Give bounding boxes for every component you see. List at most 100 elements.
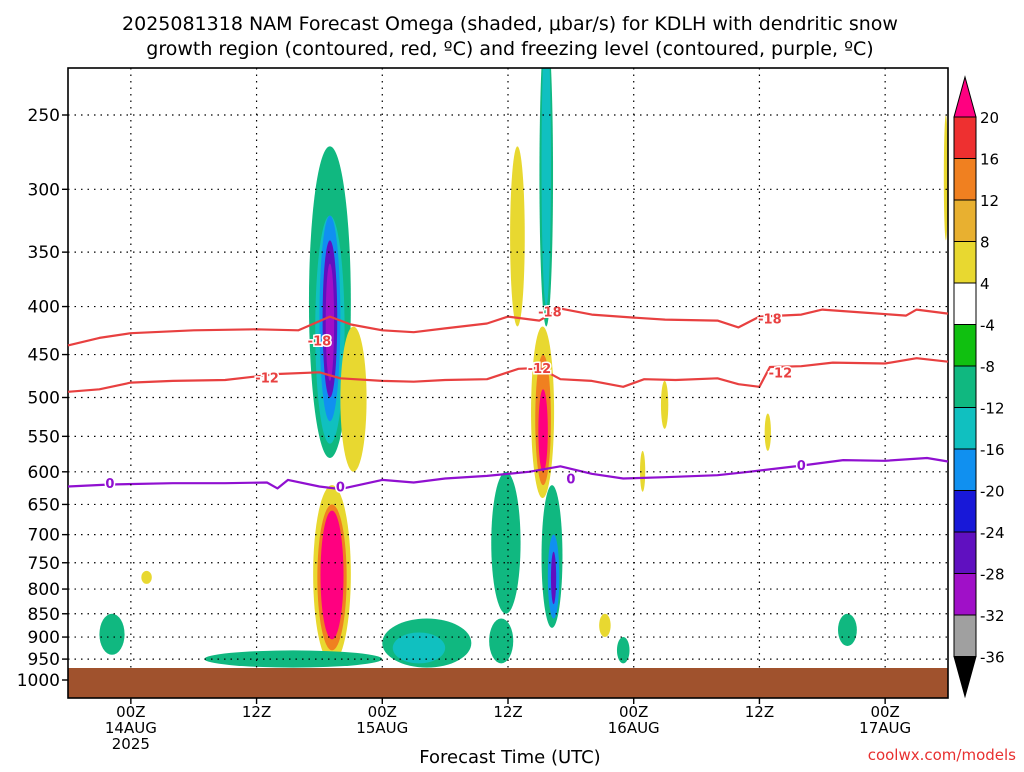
colorbar-segment	[953, 241, 977, 284]
y-tick-label: 350	[28, 243, 60, 263]
colorbar-segment	[953, 324, 977, 367]
omega-cell	[660, 380, 669, 429]
colorbar-label: -4	[980, 317, 995, 335]
contour-label: -12	[528, 362, 552, 377]
colorbar-label: -24	[980, 524, 1005, 542]
x-tick-label: 16AUG	[608, 719, 660, 737]
contour-label: -12	[769, 366, 793, 381]
omega-cell	[640, 450, 646, 492]
omega-cell	[340, 326, 367, 472]
colorbar-top-arrow	[953, 75, 977, 118]
colorbar-segment	[953, 282, 977, 325]
y-tick-label: 950	[28, 650, 60, 670]
x-tick-label: 00Z	[870, 703, 899, 721]
omega-cell	[204, 650, 383, 668]
colorbar-label: -8	[980, 358, 995, 376]
y-tick-label: 1000	[17, 671, 60, 691]
y-tick-label: 300	[28, 180, 60, 200]
y-tick-label: 900	[28, 628, 60, 648]
y-tick-label: 550	[28, 427, 60, 447]
contour-line	[67, 456, 949, 491]
y-tick-label: 250	[28, 106, 60, 126]
colorbar-label: -20	[980, 483, 1005, 501]
colorbar-segment	[953, 614, 977, 657]
omega-cell	[141, 570, 152, 584]
contour-label: 0	[566, 473, 575, 488]
colorbar-label: 4	[980, 275, 990, 293]
colorbar-label: -12	[980, 400, 1005, 418]
x-tick-label: 14AUG	[105, 719, 157, 737]
colorbar-segment	[953, 531, 977, 574]
x-tick-label: 00Z	[116, 703, 145, 721]
colorbar-label: 20	[980, 109, 999, 127]
omega-shading	[99, 68, 948, 668]
omega-cell	[541, 68, 551, 307]
x-axis-label: Forecast Time (UTC)	[419, 747, 600, 768]
y-tick-label: 450	[28, 346, 60, 366]
colorbar-segment	[953, 448, 977, 491]
omega-cell	[538, 389, 548, 472]
colorbar-segment	[953, 158, 977, 201]
colorbar-label: 12	[980, 192, 999, 210]
contour-label: -18	[758, 313, 782, 328]
omega-cell	[325, 263, 335, 381]
x-tick-label: 17AUG	[859, 719, 911, 737]
y-tick-label: 850	[28, 605, 60, 625]
y-tick-label: 500	[28, 389, 60, 409]
contour-label: 0	[336, 480, 345, 495]
x-tick-label: 2025	[112, 735, 150, 753]
chart-title-line-1: 2025081318 NAM Forecast Omega (shaded, μ…	[122, 13, 898, 35]
colorbar-segment	[953, 365, 977, 408]
omega-cell	[320, 510, 344, 640]
colorbar-bottom-arrow	[953, 656, 977, 699]
colorbar-label: -32	[980, 607, 1005, 625]
y-tick-label: 600	[28, 463, 60, 483]
x-tick-label: 00Z	[368, 703, 397, 721]
x-tick-label: 15AUG	[356, 719, 408, 737]
x-tick-label: 12Z	[242, 703, 271, 721]
omega-cell	[99, 613, 125, 655]
colorbar-segment	[953, 116, 977, 159]
omega-cell	[838, 613, 857, 647]
omega-cell	[616, 637, 630, 664]
omega-cell	[510, 146, 525, 327]
contour-label: -12	[255, 371, 279, 386]
x-tick-label: 12Z	[745, 703, 774, 721]
contour-line	[67, 307, 949, 347]
y-tick-label: 750	[28, 554, 60, 574]
colorbar: 20 16 12 8 4 -4 -8 -12 -16 -20 -24 -28 -32 -36	[953, 75, 1005, 699]
omega-cell	[943, 115, 948, 241]
chart-title-line-2: growth region (contoured, red, ºC) and f…	[146, 38, 873, 60]
y-tick-label: 400	[28, 298, 60, 318]
colorbar-segment	[953, 199, 977, 242]
y-tick-label: 650	[28, 495, 60, 515]
x-tick-label: 00Z	[619, 703, 648, 721]
colorbar-label: -28	[980, 566, 1005, 584]
omega-cell	[491, 471, 521, 614]
omega-cell	[550, 551, 557, 605]
omega-cell	[764, 413, 771, 451]
omega-cell	[489, 618, 514, 664]
contour-line	[67, 357, 949, 393]
contour-label: 0	[105, 477, 114, 492]
colorbar-segment	[953, 573, 977, 616]
colorbar-segment	[953, 490, 977, 533]
omega-cell	[392, 632, 446, 664]
colorbar-label: 8	[980, 234, 990, 252]
colorbar-label: 16	[980, 151, 999, 169]
colorbar-label: -16	[980, 441, 1005, 459]
grid-layer	[68, 68, 948, 668]
contour-label: 0	[797, 459, 806, 474]
credit-label: coolwx.com/models	[868, 746, 1016, 764]
colorbar-segment	[953, 407, 977, 450]
omega-cell	[599, 613, 611, 638]
contour-label: -18	[308, 335, 332, 350]
colorbar-label: -36	[980, 649, 1005, 667]
x-tick-label: 12Z	[493, 703, 522, 721]
contour-label: -18	[538, 306, 562, 321]
ground-fill	[68, 668, 948, 698]
y-tick-label: 800	[28, 580, 60, 600]
